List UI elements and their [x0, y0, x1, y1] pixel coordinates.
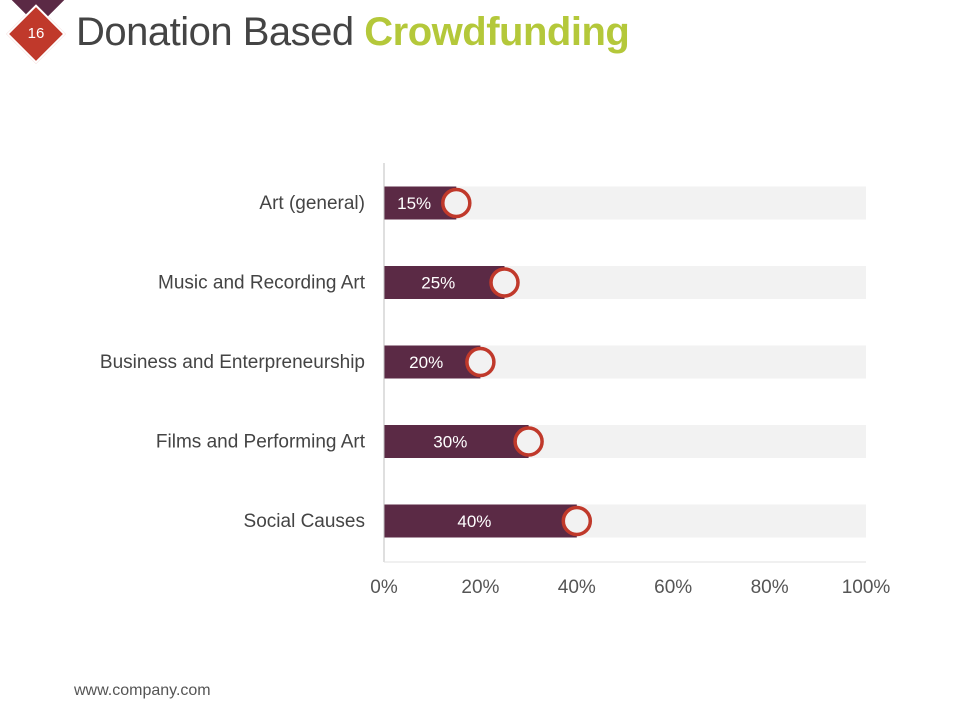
x-tick-label: 20% — [461, 577, 499, 598]
x-tick-label: 0% — [370, 577, 398, 598]
x-tick-label: 80% — [751, 577, 789, 598]
bar-value-label: 20% — [409, 353, 443, 372]
bar-end-marker — [441, 187, 472, 219]
category-label: Music and Recording Art — [158, 273, 366, 294]
page-title: Donation Based Crowdfunding — [76, 10, 630, 55]
bar-value-label: 15% — [397, 194, 431, 213]
x-tick-label: 40% — [558, 577, 596, 598]
bar — [384, 345, 481, 379]
bar — [384, 266, 505, 299]
bar-value-label: 40% — [457, 512, 491, 531]
bar-end-marker — [489, 267, 520, 298]
slide-number: 16 — [27, 25, 45, 42]
category-label: Business and Enterpreneurship — [100, 352, 365, 373]
title-main: Donation Based — [76, 10, 354, 54]
bar-end-marker — [561, 505, 593, 537]
x-tick-label: 60% — [654, 577, 692, 598]
footer-url: www.company.com — [74, 682, 211, 699]
bar-value-label: 30% — [433, 433, 467, 452]
bar — [384, 425, 529, 458]
category-label: Films and Performing Art — [156, 432, 366, 453]
title-accent: Crowdfunding — [364, 10, 630, 54]
bar — [384, 504, 577, 538]
x-tick-label: 100% — [842, 577, 891, 598]
category-label: Social Causes — [244, 511, 365, 532]
category-label: Art (general) — [259, 193, 365, 214]
bar-end-marker — [465, 346, 496, 378]
bar-value-label: 25% — [421, 274, 455, 293]
bar-end-marker — [513, 426, 544, 457]
